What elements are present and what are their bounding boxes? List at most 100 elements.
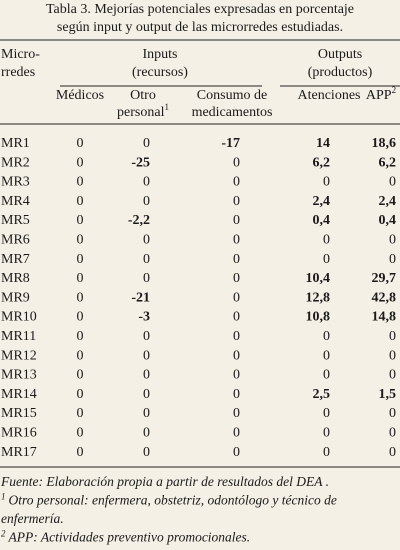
cell: 0: [323, 368, 330, 383]
column-header: Consumo de: [197, 88, 267, 103]
cell: 0: [323, 252, 330, 267]
column-header-text: Consumo de: [197, 88, 267, 103]
cell: 14,8: [372, 310, 397, 325]
footnote-marker: 1: [1, 492, 6, 502]
cell: 0: [389, 348, 396, 363]
row-label: MR13: [1, 368, 37, 383]
row-label: MR4: [1, 194, 30, 209]
cell: 0: [233, 213, 240, 228]
row-label: MR14: [1, 387, 37, 402]
row-label: MR5: [1, 213, 30, 228]
group-header: Inputs: [143, 47, 178, 62]
column-header-text: APP: [366, 88, 392, 103]
cell: 10,4: [306, 271, 331, 286]
cell: 12,8: [306, 290, 331, 305]
cell: 0: [143, 348, 150, 363]
column-header-text: medicamentos: [192, 105, 273, 120]
group-header: Outputs: [318, 47, 362, 62]
superscript: 1: [164, 102, 169, 112]
cell: 0: [389, 406, 396, 421]
cell: 0,4: [379, 213, 397, 228]
row-label: MR6: [1, 233, 30, 248]
cell: 0: [77, 445, 84, 460]
row-label: MR7: [1, 252, 30, 267]
corner-header: Micro-: [1, 47, 40, 62]
cell: 0: [233, 194, 240, 209]
title-line: Tabla 3. Mejorías potenciales expresadas…: [46, 2, 354, 17]
row-label: MR1: [1, 136, 30, 151]
cell: 0: [77, 387, 84, 402]
column-header-text: Atenciones: [298, 88, 361, 103]
cell: 14: [316, 136, 330, 151]
cell: 0: [323, 426, 330, 441]
cell: 0: [389, 368, 396, 383]
footnote-text: APP: Actividades preventivo promocionale…: [8, 530, 251, 545]
cell: 0: [233, 368, 240, 383]
row-label: MR11: [1, 329, 36, 344]
cell: 0: [233, 406, 240, 421]
cell: 0: [77, 426, 84, 441]
column-header: Médicos: [56, 88, 104, 103]
cell: 0: [77, 368, 84, 383]
superscript: 2: [392, 85, 397, 95]
cell: 2,4: [313, 194, 331, 209]
row-label: MR8: [1, 271, 30, 286]
column-header-text: personal: [117, 105, 165, 120]
cell: 6,2: [313, 155, 331, 170]
column-header: APP2: [366, 85, 396, 103]
cell: 0: [233, 175, 240, 190]
group-header: (productos): [308, 65, 373, 80]
row-label: MR10: [1, 310, 37, 325]
cell: 0: [143, 233, 150, 248]
cell: 0: [143, 252, 150, 267]
cell: 0: [143, 136, 150, 151]
cell: 0: [389, 175, 396, 190]
cell: 18,6: [372, 136, 397, 151]
column-header: personal1: [117, 102, 169, 120]
cell: 0: [323, 348, 330, 363]
cell: 0: [143, 406, 150, 421]
corner-header: rredes: [1, 65, 35, 80]
cell: 6,2: [379, 155, 397, 170]
row-label: MR15: [1, 406, 37, 421]
cell: 0: [233, 271, 240, 286]
cell: -3: [138, 310, 150, 325]
cell: 0: [323, 175, 330, 190]
cell: 0: [233, 310, 240, 325]
cell: 0: [233, 387, 240, 402]
cell: 0: [143, 329, 150, 344]
footnote-text: enfermería.: [1, 511, 64, 526]
cell: 2,4: [379, 194, 397, 209]
cell: 0: [389, 426, 396, 441]
cell: 0: [323, 233, 330, 248]
cell: 0: [77, 136, 84, 151]
cell: 0: [143, 175, 150, 190]
cell: 0: [323, 329, 330, 344]
row-label: MR12: [1, 348, 37, 363]
row-label: MR3: [1, 175, 30, 190]
cell: 0: [233, 155, 240, 170]
cell: -2,2: [128, 213, 150, 228]
footnote-text: Fuente: Elaboración propia a partir de r…: [0, 474, 329, 489]
cell: 0: [77, 329, 84, 344]
cell: 2,5: [313, 387, 331, 402]
cell: 0: [143, 387, 150, 402]
row-label: MR9: [1, 290, 30, 305]
group-header: (recursos): [132, 65, 188, 80]
column-header: Otro: [130, 88, 156, 103]
cell: 0: [323, 406, 330, 421]
cell: 0: [233, 329, 240, 344]
title-line: según input y output de las microrredes …: [57, 20, 343, 35]
cell: 0: [77, 290, 84, 305]
cell: 0: [77, 406, 84, 421]
cell: 29,7: [372, 271, 397, 286]
footnote: 1 Otro personal: enfermera, obstetriz, od…: [1, 492, 337, 508]
cell: 1,5: [379, 387, 397, 402]
cell: 0: [77, 213, 84, 228]
column-header-text: Otro: [130, 88, 156, 103]
cell: -17: [221, 136, 240, 151]
cell: 0: [77, 252, 84, 267]
cell: 0: [233, 290, 240, 305]
cell: 0: [143, 271, 150, 286]
